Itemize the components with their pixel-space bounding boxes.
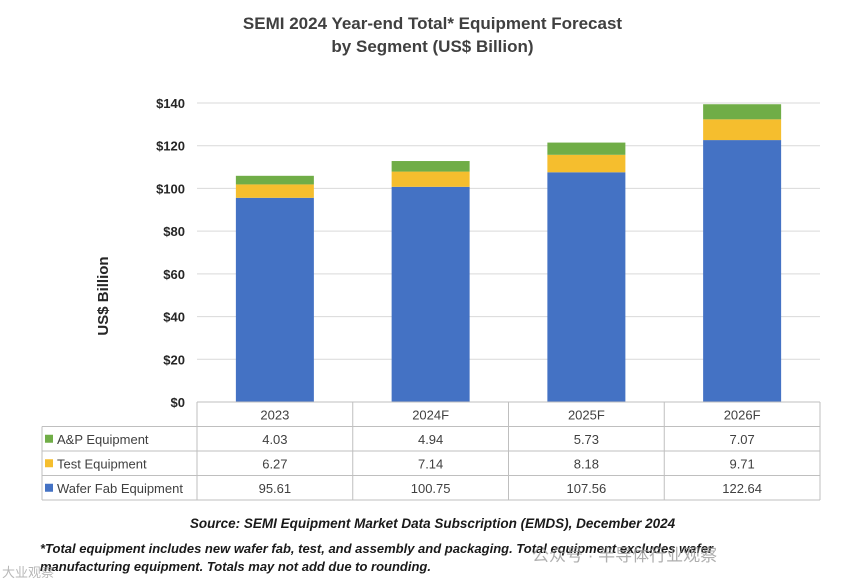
data-label: 4.94 [418,432,443,447]
x-category-label: 2023 [260,407,289,422]
y-axis-label: US$ Billion [95,256,112,335]
stacked-bar-chart: $0 $20 $40 $60 $80 $100 $120 $140 US$ Billion 202… [41,96,821,501]
bar-segment [235,184,314,198]
y-tick-label: $40 [163,310,185,325]
legend-label: Wafer Fab Equipment [57,481,183,496]
data-label: 122.64 [722,481,762,496]
legend-swatch [45,459,53,468]
legend-swatch [45,434,53,443]
bar-segment [703,119,782,141]
x-category-label: 2026F [724,407,761,422]
bar-segment [235,175,314,185]
data-label: 5.73 [574,432,599,447]
y-tick-label: $120 [156,139,185,154]
y-tick-label: $20 [163,352,185,367]
data-label: 100.75 [411,481,451,496]
bar-segment [703,104,782,120]
watermark-text: 公众号 · 半导体行业观察 [532,546,718,565]
y-tick-label: $140 [156,96,185,111]
bar-segment [547,154,626,173]
legend-swatch [45,483,53,492]
data-label: 8.18 [574,456,599,471]
data-label: 9.71 [729,456,754,471]
legend-label: Test Equipment [57,456,147,471]
bar-segment [703,140,782,403]
data-label: 107.56 [566,481,606,496]
source-note: Source: SEMI Equipment Market Data Subsc… [189,516,676,531]
y-tick-label: $60 [163,267,185,282]
bar-segment [547,142,626,155]
data-label: 7.07 [729,432,754,447]
footnote-line-2: manufacturing equipment. Totals may not … [40,559,431,574]
data-label: 95.61 [259,481,292,496]
x-category-label: 2024F [412,407,449,422]
y-tick-label: $0 [171,395,185,410]
legend-label: A&P Equipment [57,432,149,447]
bar-segment [391,161,470,172]
data-label: 4.03 [262,432,287,447]
chart-title: SEMI 2024 Year-end Total* Equipment Fore… [242,14,623,33]
watermark-left-text: 大业观察 [2,565,55,580]
x-category-label: 2025F [568,407,605,422]
bar-segment [235,197,314,402]
chart-subtitle: by Segment (US$ Billion) [331,37,534,56]
data-label: 7.14 [418,456,443,471]
y-tick-label: $100 [156,181,185,196]
bar-segment [547,172,626,402]
data-label: 6.27 [262,456,287,471]
bar-segment [391,171,470,187]
y-tick-label: $80 [163,224,185,239]
bar-segment [391,186,470,402]
footnote-line-1: *Total equipment includes new wafer fab,… [40,541,714,556]
